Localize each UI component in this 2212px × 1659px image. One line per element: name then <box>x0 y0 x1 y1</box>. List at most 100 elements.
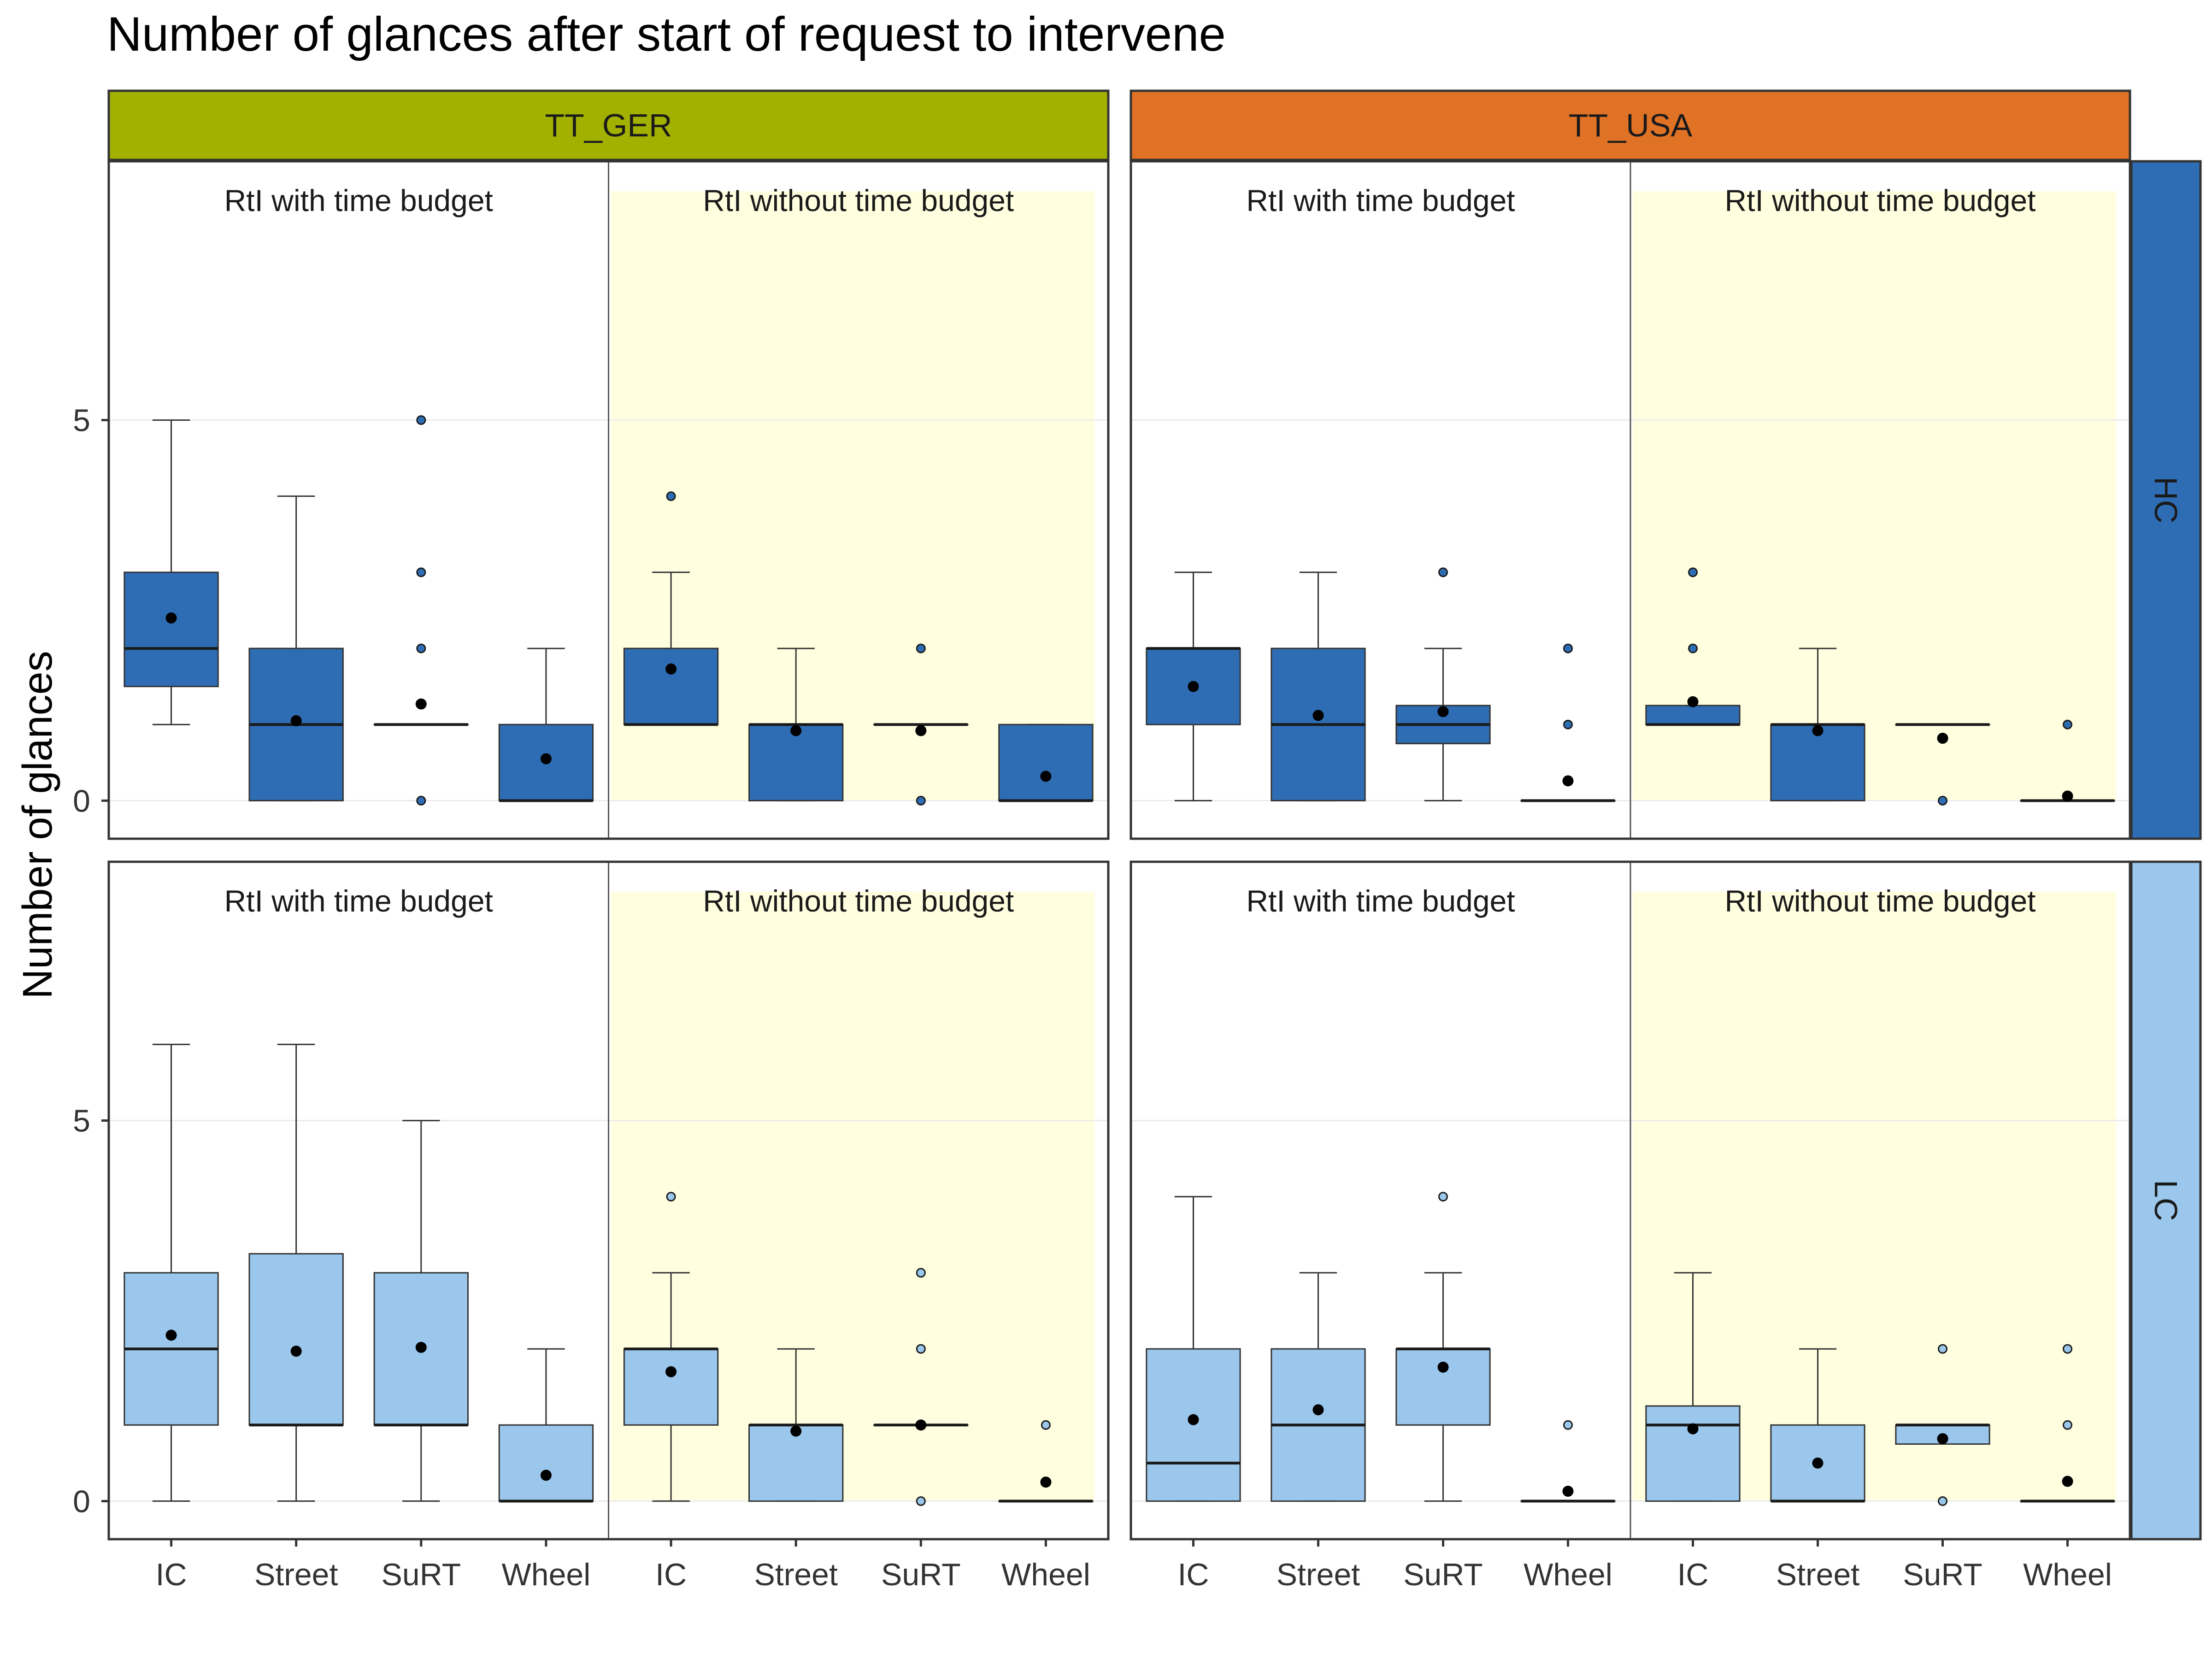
y-tick-label: 5 <box>73 403 90 438</box>
mean-point <box>915 1419 927 1431</box>
column-strip-label: TT_GER <box>545 107 672 143</box>
mean-point <box>1040 771 1052 782</box>
outlier-point <box>416 415 426 425</box>
box <box>1146 1348 1241 1502</box>
subpanel-label: RtI with time budget <box>224 884 493 918</box>
outlier-point <box>1563 643 1573 653</box>
mean-point <box>1687 1423 1699 1435</box>
mean-point <box>2062 790 2073 802</box>
outlier-point <box>916 1268 926 1278</box>
mean-point <box>1188 1414 1199 1425</box>
x-tick-label: Wheel <box>2023 1557 2112 1592</box>
outlier-point <box>1938 1344 1947 1354</box>
x-tick-label: SuRT <box>1403 1557 1483 1592</box>
x-tick-label: Wheel <box>1524 1557 1612 1592</box>
row-strip-label: LC <box>2148 1180 2184 1221</box>
mean-point <box>415 1341 427 1353</box>
mean-point <box>1812 725 1824 736</box>
x-tick-label: Street <box>1776 1557 1860 1592</box>
mean-point <box>1687 696 1699 707</box>
row-strip-label: HC <box>2148 477 2184 523</box>
mean-point <box>1562 1485 1574 1497</box>
box <box>124 571 219 688</box>
outlier-point <box>916 1496 926 1506</box>
outlier-point <box>1688 567 1698 577</box>
box <box>248 1253 344 1426</box>
y-tick-label: 0 <box>73 1484 90 1519</box>
x-tick-label: SuRT <box>881 1557 961 1592</box>
subpanel-label: RtI with time budget <box>224 183 493 218</box>
subpanel-label: RtI without time budget <box>1724 884 2036 918</box>
chart-title: Number of glances after start of request… <box>107 7 1226 61</box>
x-tick-label: IC <box>156 1557 187 1592</box>
mean-point <box>1437 1361 1449 1373</box>
mean-point <box>1312 1404 1324 1416</box>
panel-border <box>1130 160 2131 840</box>
outlier-point <box>2063 1420 2072 1430</box>
shaded-region-without-budget <box>1633 892 2116 1501</box>
x-tick-label: Street <box>754 1557 838 1592</box>
mean-point <box>1188 681 1199 692</box>
outlier-point <box>2063 1344 2072 1354</box>
panel-border <box>1130 860 2131 1541</box>
row-strip-hc <box>2130 160 2202 840</box>
mean-point <box>915 725 927 736</box>
subpanel-label: RtI without time budget <box>1724 183 2036 218</box>
mean-point <box>665 663 677 675</box>
box <box>1645 1405 1741 1502</box>
outlier-point <box>1938 1496 1947 1506</box>
y-tick-label: 5 <box>73 1104 90 1139</box>
outlier-point <box>1563 719 1573 729</box>
outlier-point <box>916 1344 926 1354</box>
outlier-point <box>916 795 926 806</box>
mean-point <box>1040 1477 1052 1488</box>
subpanel-label: RtI without time budget <box>703 183 1014 218</box>
panel-border <box>107 160 1110 840</box>
x-tick-label: IC <box>1178 1557 1209 1592</box>
mean-point <box>165 1330 177 1341</box>
outlier-point <box>666 491 676 501</box>
shaded-region-without-budget <box>1633 191 2116 801</box>
box <box>748 724 844 801</box>
outlier-point <box>1438 1192 1448 1202</box>
x-tick-label: Street <box>1277 1557 1360 1592</box>
mean-point <box>1937 732 1948 744</box>
x-tick-label: SuRT <box>382 1557 461 1592</box>
box <box>998 724 1094 801</box>
mean-point <box>1312 710 1324 721</box>
x-tick-label: Wheel <box>1001 1557 1090 1592</box>
box <box>623 647 719 725</box>
mean-point <box>1562 775 1574 787</box>
outlier-point <box>666 1192 676 1202</box>
facet-panels: TT_GER TT_USA HC LC 0 5 0 5 IC Street SuRT Wheel IC S… <box>73 89 2202 1592</box>
x-tick-label: IC <box>655 1557 687 1592</box>
x-tick-label: Wheel <box>502 1557 591 1592</box>
mean-point <box>790 725 802 736</box>
outlier-point <box>916 643 926 653</box>
panel-border <box>107 860 1110 1541</box>
outlier-point <box>1563 1420 1573 1430</box>
subpanel-label: RtI with time budget <box>1246 884 1515 918</box>
outlier-point <box>1688 643 1698 653</box>
mean-point <box>1812 1457 1824 1469</box>
outlier-point <box>2063 719 2072 729</box>
mean-point <box>415 698 427 710</box>
row-strip-lc <box>2130 860 2202 1541</box>
mean-point <box>540 753 552 765</box>
subpanel-label: RtI without time budget <box>703 884 1014 918</box>
outlier-point <box>1041 1420 1051 1430</box>
outlier-point <box>1438 567 1448 577</box>
outlier-point <box>416 643 426 653</box>
box <box>623 1348 719 1426</box>
mean-point <box>1437 706 1449 718</box>
mean-point <box>665 1366 677 1377</box>
outlier-point <box>416 795 426 806</box>
y-axis-title: Number of glances <box>15 651 61 999</box>
mean-point <box>290 1346 302 1357</box>
mean-point <box>1937 1433 1948 1444</box>
mean-point <box>2062 1476 2073 1487</box>
box <box>498 1424 594 1502</box>
x-tick-label: SuRT <box>1903 1557 1983 1592</box>
mean-point <box>290 715 302 726</box>
